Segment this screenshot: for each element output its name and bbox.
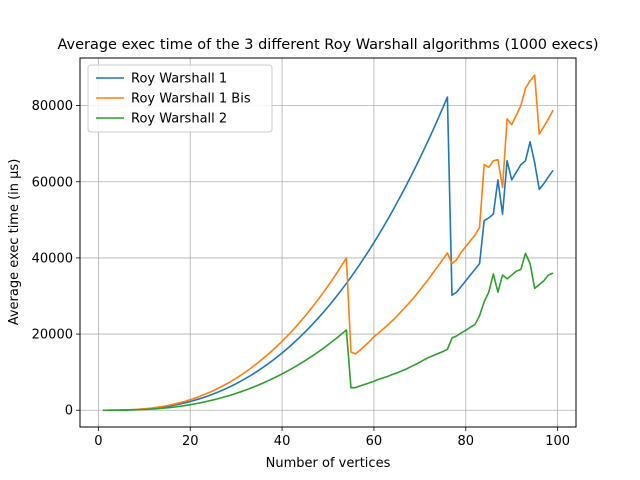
plot-frame — [79, 57, 577, 428]
legend-label: Roy Warshall 2 — [131, 112, 227, 127]
series-line-3 — [102, 252, 554, 412]
x-tick-label: 20 — [182, 434, 199, 449]
x-tick-label: 100 — [545, 434, 570, 449]
x-tick-label: 80 — [458, 434, 475, 449]
y-tick-label: 60000 — [32, 175, 73, 190]
x-axis: 0 20 40 60 80 100 — [94, 427, 570, 449]
legend: Roy Warshall 1 Roy Warshall 1 Bis Roy Wars… — [87, 64, 273, 133]
series-line-1 — [102, 96, 554, 412]
grid — [80, 58, 576, 427]
legend-label: Roy Warshall 1 Bis — [131, 92, 251, 107]
y-axis: 0 20000 40000 60000 80000 — [32, 99, 80, 419]
y-tick-label: 20000 — [32, 328, 73, 343]
x-tick-label: 0 — [94, 434, 102, 449]
y-tick-label: 40000 — [32, 251, 73, 266]
legend-box — [87, 64, 273, 133]
x-axis-label: Number of vertices — [266, 456, 391, 471]
y-axis-label: Average exec time (in µs) — [7, 159, 22, 326]
series-lines — [102, 74, 554, 412]
x-tick-label: 40 — [274, 434, 291, 449]
y-tick-label: 80000 — [32, 99, 73, 114]
legend-label: Roy Warshall 1 — [131, 72, 227, 87]
series-line-2 — [102, 74, 554, 412]
x-tick-label: 60 — [366, 434, 383, 449]
y-tick-label: 0 — [65, 404, 73, 419]
chart-title: Average exec time of the 3 different Roy… — [57, 37, 598, 53]
